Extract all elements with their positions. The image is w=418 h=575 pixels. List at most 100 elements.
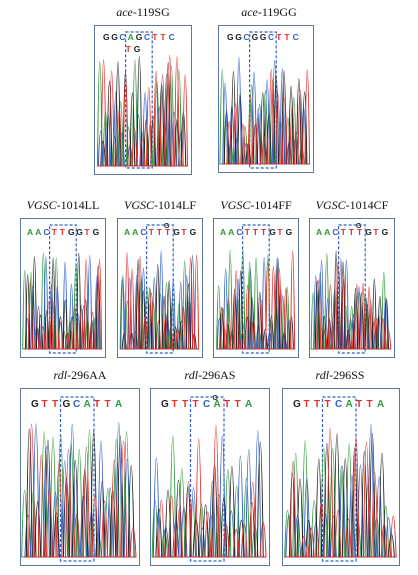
gene-name: rdl: [53, 368, 68, 382]
base-call: C: [140, 227, 146, 237]
base-call: G: [365, 227, 372, 237]
genotype: -296SS: [329, 368, 365, 382]
base-call: G: [252, 32, 259, 42]
base-call: T: [181, 227, 187, 237]
trace-T: [286, 428, 397, 558]
genotype: -1014CF: [345, 198, 389, 212]
base-call: G: [382, 227, 389, 237]
base-call: A: [220, 227, 226, 237]
gene-name: ace: [116, 5, 133, 19]
base-call: A: [245, 399, 252, 410]
base-call: C: [332, 227, 338, 237]
base-call: T: [157, 227, 163, 237]
base-call: G: [260, 32, 267, 42]
panel-title: VGSC-1014LL: [18, 198, 108, 213]
base-call: A: [228, 227, 234, 237]
trace-T: [217, 250, 296, 350]
genotype: -1014FF: [250, 198, 292, 212]
genotype: -1014LF: [154, 198, 196, 212]
gene-name: VGSC: [26, 198, 57, 212]
base-call: C: [144, 32, 150, 42]
base-call: T: [367, 399, 373, 410]
trace-T: [24, 423, 137, 558]
base-call: T: [277, 227, 283, 237]
base-call: A: [124, 227, 130, 237]
base-call: T: [325, 399, 331, 410]
panel-title: rdl-296SS: [278, 368, 402, 383]
base-call: C: [169, 32, 175, 42]
base-call: T: [52, 227, 58, 237]
base-call: G: [68, 227, 75, 237]
base-call: T: [314, 399, 320, 410]
base-call: G: [227, 32, 234, 42]
base-call: G: [103, 32, 110, 42]
base-call: C: [119, 32, 125, 42]
base-call: C: [335, 399, 342, 410]
base-call: G: [111, 32, 118, 42]
base-call: G: [31, 399, 39, 410]
base-call: A: [84, 399, 91, 410]
base-call: T: [172, 399, 178, 410]
base-call: G: [286, 227, 293, 237]
gene-name: rdl: [184, 368, 199, 382]
heterozygous-base-call: G: [356, 223, 362, 230]
base-call: T: [84, 227, 90, 237]
base-call: C: [203, 399, 210, 410]
base-call: T: [224, 399, 230, 410]
genotype: -1014LL: [56, 198, 100, 212]
gene-name: VGSC: [124, 198, 154, 212]
panel-title: VGSC-1014FF: [210, 198, 302, 213]
base-call: C: [43, 227, 49, 237]
base-call: G: [161, 399, 169, 410]
heterozygous-base-call: G: [213, 395, 219, 402]
base-call: G: [269, 227, 276, 237]
base-call: G: [173, 227, 180, 237]
base-call: T: [276, 32, 282, 42]
heterozygous-base-call: G: [164, 223, 170, 230]
panel-title: ace-119GG: [214, 5, 324, 20]
base-call: G: [235, 32, 242, 42]
base-call: T: [245, 227, 251, 237]
trace-G: [217, 257, 295, 350]
base-call: T: [341, 227, 347, 237]
base-call: T: [235, 399, 241, 410]
genotype: -296AS: [198, 368, 236, 382]
trace-T: [313, 262, 392, 350]
base-call: T: [94, 399, 100, 410]
base-call: C: [268, 32, 274, 42]
gene-name: VGSC: [315, 198, 346, 212]
panel-title: ace-119SG: [88, 5, 198, 20]
secondary-base-call: T: [126, 44, 132, 54]
chromatogram: A A C T T T G T GG: [310, 223, 392, 354]
base-call: T: [253, 227, 259, 237]
mutation-site-box: [338, 224, 366, 354]
base-call: T: [304, 399, 310, 410]
base-call: T: [284, 32, 290, 42]
chromatogram: G G C A G C T T CT G: [96, 31, 188, 169]
trace-A: [151, 435, 266, 558]
trace-A: [21, 429, 136, 558]
base-call: A: [346, 399, 353, 410]
trace-G: [98, 55, 188, 167]
base-call: T: [357, 227, 363, 237]
base-call: T: [356, 399, 362, 410]
gene-name: ace: [241, 5, 258, 19]
base-call: C: [73, 399, 80, 410]
base-call: A: [128, 32, 134, 42]
base-call: G: [293, 399, 301, 410]
base-call: A: [377, 399, 384, 410]
base-call: A: [115, 399, 122, 410]
base-call: T: [165, 227, 171, 237]
